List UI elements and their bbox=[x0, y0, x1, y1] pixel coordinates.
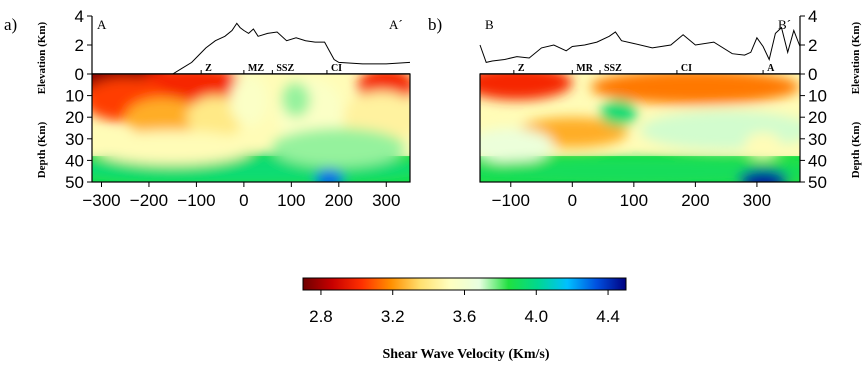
distance-tick-label: 200 bbox=[681, 191, 709, 210]
velocity-anomaly bbox=[480, 128, 554, 163]
elevation-tick-label: 2 bbox=[75, 36, 84, 55]
velocity-section-a bbox=[91, 73, 411, 183]
colorbar-tick-label: 4.4 bbox=[596, 307, 620, 326]
zone-label: CI bbox=[681, 63, 692, 74]
section-frame bbox=[479, 73, 801, 183]
topography-line bbox=[92, 22, 411, 75]
velocity-field bbox=[480, 74, 800, 182]
topography-line bbox=[479, 26, 801, 63]
velocity-anomaly bbox=[738, 169, 788, 182]
axes-b: 0 2 4 10 20 30 40 50 −100 0 100 200 300 bbox=[492, 7, 827, 210]
colorbar-tick-label: 4.0 bbox=[524, 307, 548, 326]
distance-tick-label: 0 bbox=[568, 191, 577, 210]
velocity-anomaly bbox=[640, 110, 800, 150]
velocity-anomaly bbox=[186, 95, 244, 139]
elevation-tick-label: 0 bbox=[75, 65, 84, 84]
velocity-field bbox=[92, 74, 410, 182]
profile-start-label: B bbox=[485, 17, 494, 32]
depth-tick-label: 50 bbox=[808, 173, 827, 192]
zone-labels-b: Z MR SSZ CI A bbox=[513, 63, 775, 74]
colorbar: 2.8 3.2 3.6 4.0 4.4 Shear Wave Velocity (Km/… bbox=[302, 277, 627, 362]
depth-tick-label: 50 bbox=[65, 173, 84, 192]
velocity-blobs bbox=[480, 74, 800, 182]
panel-a: a) A A´ Z MZ SSZ CI 0 2 4 10 20 30 40 50−300 −200 −1… bbox=[4, 7, 411, 210]
colorbar-tick-label: 3.2 bbox=[381, 307, 405, 326]
colorbar-tick-label: 2.8 bbox=[309, 307, 333, 326]
depth-tick-label: 10 bbox=[808, 87, 827, 106]
distance-tick-label: −100 bbox=[177, 191, 215, 210]
velocity-anomaly bbox=[92, 130, 254, 165]
zone-labels-a: Z MZ SSZ CI bbox=[200, 63, 342, 74]
zone-label: CI bbox=[331, 63, 342, 74]
velocity-anomaly bbox=[590, 74, 800, 105]
depth-axis-label-left: Depth (Km) bbox=[36, 121, 48, 178]
depth-tick-label: 40 bbox=[808, 151, 827, 170]
distance-tick-label: −200 bbox=[130, 191, 168, 210]
depth-tick-label: 20 bbox=[65, 108, 84, 127]
zone-label: Z bbox=[518, 63, 525, 74]
colorbar-scale bbox=[302, 277, 627, 291]
velocity-anomaly bbox=[229, 74, 268, 126]
elevation-axis-label-right: Elevation (Km) bbox=[850, 21, 862, 94]
distance-tick-label: 0 bbox=[239, 191, 248, 210]
velocity-section-b bbox=[479, 73, 801, 183]
colorbar-title: Shear Wave Velocity (Km/s) bbox=[382, 347, 549, 362]
profile-end-label: A´ bbox=[389, 17, 403, 32]
distance-tick-label: −100 bbox=[492, 191, 530, 210]
velocity-anomaly bbox=[281, 82, 311, 118]
elevation-tick-label: 4 bbox=[808, 7, 817, 26]
axes-a: 0 2 4 10 20 30 40 50−300 −200 −100 0 100 200 300 bbox=[65, 7, 400, 210]
distance-tick-label: 100 bbox=[620, 191, 648, 210]
panel-a-label: a) bbox=[4, 15, 17, 34]
distance-tick-label: −300 bbox=[82, 191, 120, 210]
distance-tick-label: 300 bbox=[372, 191, 400, 210]
depth-tick-label: 10 bbox=[65, 87, 84, 106]
colorbar-ticks: 2.8 3.2 3.6 4.0 4.4 bbox=[309, 290, 620, 326]
colorbar-tick-label: 3.6 bbox=[453, 307, 477, 326]
section-frame bbox=[91, 73, 411, 183]
zone-label: SSZ bbox=[604, 63, 622, 74]
distance-tick-label: 200 bbox=[325, 191, 353, 210]
velocity-anomaly bbox=[125, 97, 202, 137]
elevation-axis-label-left: Elevation (Km) bbox=[36, 21, 48, 94]
elevation-tick-label: 4 bbox=[75, 7, 84, 26]
depth-tick-label: 30 bbox=[808, 130, 827, 149]
velocity-anomaly bbox=[315, 169, 344, 182]
profile-start-label: A bbox=[97, 17, 107, 32]
distance-tick-label: 300 bbox=[743, 191, 771, 210]
elevation-tick-label: 2 bbox=[808, 36, 817, 55]
panel-b-label: b) bbox=[428, 15, 442, 34]
zone-label: A bbox=[767, 63, 775, 74]
zone-label: MR bbox=[576, 63, 593, 74]
distance-tick-label: 100 bbox=[277, 191, 305, 210]
velocity-anomaly bbox=[480, 158, 800, 182]
zone-label: SSZ bbox=[276, 63, 294, 74]
elevation-profile-b bbox=[479, 26, 801, 75]
depth-tick-label: 40 bbox=[65, 151, 84, 170]
depth-tick-label: 20 bbox=[808, 108, 827, 127]
depth-tick-label: 30 bbox=[65, 130, 84, 149]
velocity-anomaly bbox=[744, 132, 782, 159]
velocity-blobs bbox=[92, 74, 410, 182]
zone-label: Z bbox=[205, 63, 212, 74]
zone-label: MZ bbox=[248, 63, 264, 74]
elevation-tick-label: 0 bbox=[808, 65, 817, 84]
depth-axis-label-right: Depth (Km) bbox=[850, 121, 862, 178]
velocity-anomaly bbox=[600, 99, 637, 126]
velocity-anomaly bbox=[480, 74, 573, 100]
velocity-anomaly bbox=[272, 128, 406, 167]
